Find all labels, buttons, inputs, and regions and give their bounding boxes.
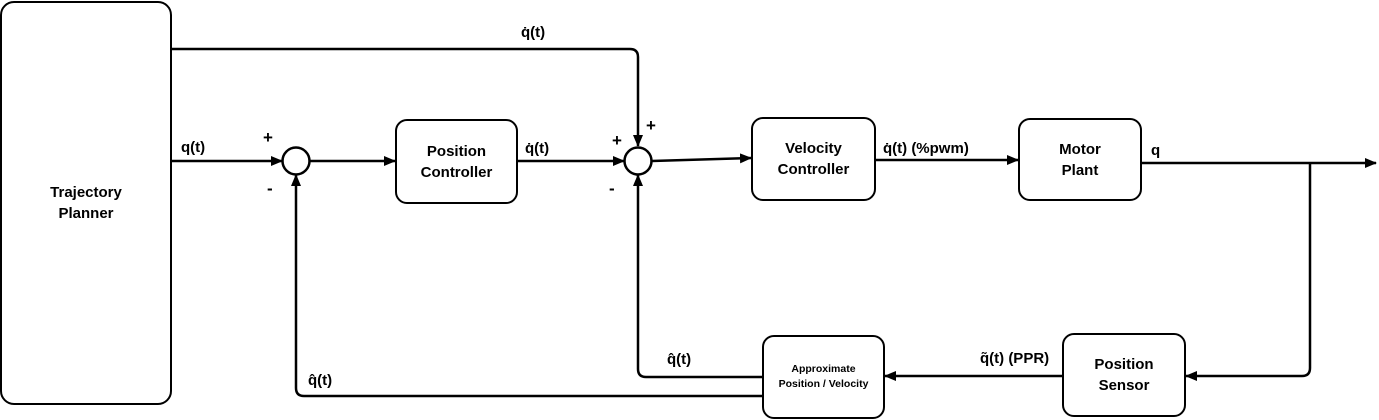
label-qhat-velocity-feedback: q̂(t) xyxy=(667,351,692,368)
label-q-out: q xyxy=(1151,142,1161,159)
position-sum-plus-sign: + xyxy=(263,128,273,147)
velocity-summing-junction xyxy=(623,146,653,176)
trajectory-planner-block[interactable]: Trajectory Planner xyxy=(0,1,172,405)
label-qdot-position-out: q̇(t) xyxy=(525,140,550,157)
velocity-sum-plus-left-sign: + xyxy=(612,131,622,150)
position-sum-minus-sign: - xyxy=(267,179,273,198)
velocity-feedback-wire xyxy=(633,174,762,379)
position-controller-block[interactable]: Position Controller xyxy=(395,119,518,204)
label-q-sensor: q̃(t) (PPR) xyxy=(980,350,1050,367)
label-q-ref: q(t) xyxy=(181,139,206,156)
velocity-controller-block[interactable]: Velocity Controller xyxy=(751,117,876,201)
sensor-branch-wire xyxy=(1185,163,1312,381)
velocity-sum-minus-sign: - xyxy=(609,179,615,198)
velocity-sum-plus-top-sign: + xyxy=(646,116,656,135)
approximate-estimator-block[interactable]: Approximate Position / Velocity xyxy=(762,335,885,419)
motor-plant-block[interactable]: Motor Plant xyxy=(1018,118,1142,201)
position-feedback-wire xyxy=(291,174,762,398)
velocity-error-wire xyxy=(651,153,752,164)
label-qdot-pwm: q̇(t) (%pwm) xyxy=(883,140,969,157)
feedforward-wire xyxy=(172,47,643,147)
label-qdot-feedforward: q̇(t) xyxy=(521,24,546,41)
position-sensor-block[interactable]: Position Sensor xyxy=(1062,333,1186,417)
position-summing-junction xyxy=(281,146,311,176)
label-qhat-position-feedback: q̂(t) xyxy=(308,372,333,389)
